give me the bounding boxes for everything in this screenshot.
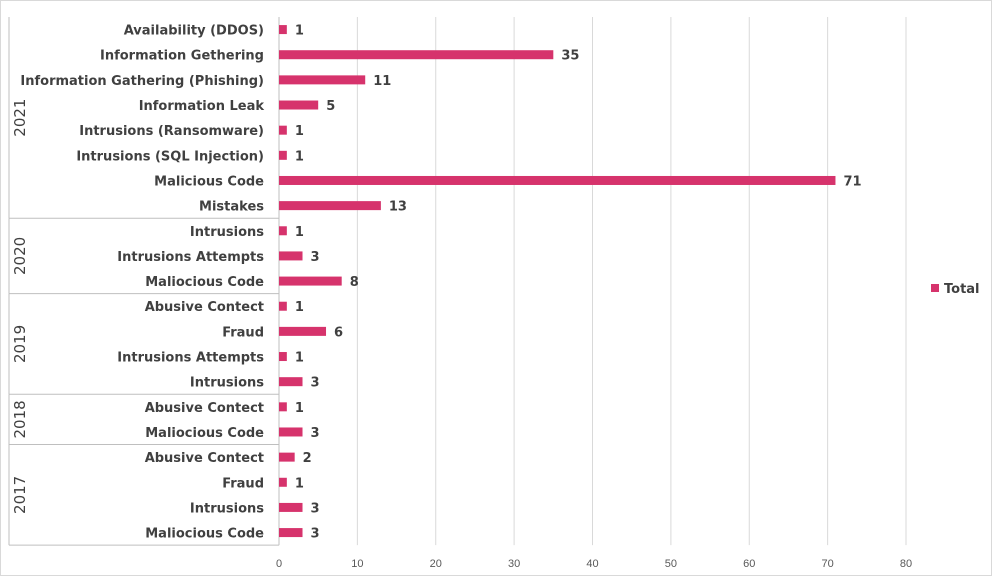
category-label: Abusive Contect [145, 300, 264, 315]
bar [279, 201, 381, 211]
category-label: Maliocious Code [145, 527, 264, 542]
year-group-label: 2021 [11, 99, 29, 137]
data-label: 1 [295, 149, 304, 164]
bar [279, 502, 303, 512]
bar [279, 50, 554, 60]
data-label: 3 [311, 426, 320, 441]
category-label: Abusive Contect [145, 401, 264, 416]
category-label: Maliocious Code [145, 275, 264, 290]
data-label: 1 [295, 24, 304, 39]
x-tick-label: 20 [430, 558, 442, 570]
grid-lines [278, 17, 907, 546]
legend-label-total: Total [944, 282, 980, 297]
data-label: 6 [334, 325, 343, 340]
data-label: 1 [295, 476, 304, 491]
year-group-label: 2018 [11, 400, 29, 438]
data-label: 3 [311, 250, 320, 265]
category-label: Intrusions Attempts [117, 351, 264, 366]
bar [279, 251, 303, 261]
bar [279, 352, 287, 362]
category-label: Intrusions (SQL Injection) [76, 149, 264, 164]
category-label: Malicious Code [154, 174, 264, 189]
data-label: 8 [350, 275, 359, 290]
bar [279, 528, 303, 538]
x-tick-label: 10 [351, 558, 363, 570]
data-label: 13 [389, 200, 407, 215]
year-group-dividers [8, 17, 279, 546]
bar [279, 25, 287, 35]
bar [279, 100, 319, 110]
category-label: Mistakes [199, 200, 264, 215]
x-tick-label: 40 [586, 558, 598, 570]
category-label: Intrusions (Ransomware) [79, 124, 264, 139]
category-label: Maliocious Code [145, 426, 264, 441]
category-label: Intrusions Attempts [117, 250, 264, 265]
data-label: 3 [311, 376, 320, 391]
bar [279, 150, 287, 160]
bar [279, 175, 836, 185]
bar [279, 226, 287, 236]
data-label: 1 [295, 351, 304, 366]
bar [279, 75, 366, 85]
category-label: Abusive Contect [145, 451, 264, 466]
data-label: 1 [295, 300, 304, 315]
data-label: 3 [311, 501, 320, 516]
bar [279, 452, 295, 462]
x-tick-label: 50 [665, 558, 677, 570]
data-label: 71 [843, 174, 861, 189]
x-tick-label: 80 [900, 558, 912, 570]
x-tick-label: 60 [743, 558, 755, 570]
category-label: Intrusions [190, 376, 264, 391]
data-label: 35 [561, 49, 579, 64]
category-label: Information Gathering (Phishing) [20, 74, 264, 89]
data-label: 1 [295, 124, 304, 139]
bar [279, 477, 287, 487]
data-label: 1 [295, 401, 304, 416]
data-label: 5 [326, 99, 335, 114]
legend-swatch-total [931, 284, 939, 292]
bar [279, 377, 303, 387]
year-group-label: 2020 [11, 237, 29, 275]
category-label: Intrusions [190, 225, 264, 240]
bar [279, 326, 327, 336]
year-group-label: 2017 [11, 476, 29, 514]
category-label: Fraud [222, 325, 264, 340]
data-label: 11 [373, 74, 391, 89]
category-label: Information Leak [139, 99, 265, 114]
bar [279, 402, 287, 412]
category-label: Availability (DDOS) [124, 24, 264, 39]
x-tick-label: 70 [822, 558, 834, 570]
bar [279, 276, 342, 286]
category-label: Information Gethering [100, 49, 264, 64]
category-label: Fraud [222, 476, 264, 491]
bar [279, 301, 287, 311]
bar [279, 125, 287, 135]
x-tick-label: 0 [276, 558, 282, 570]
category-label: Intrusions [190, 501, 264, 516]
data-label: 2 [303, 451, 312, 466]
labels: 0 10 20 30 40 50 60 70 80 2021 Availability (DDOS)… [11, 24, 912, 570]
bar [279, 427, 303, 437]
year-group-label: 2019 [11, 325, 29, 363]
data-label: 3 [311, 527, 320, 542]
x-tick-label: 30 [508, 558, 520, 570]
legend: Total [931, 282, 980, 297]
bars [279, 25, 836, 538]
data-label: 1 [295, 225, 304, 240]
